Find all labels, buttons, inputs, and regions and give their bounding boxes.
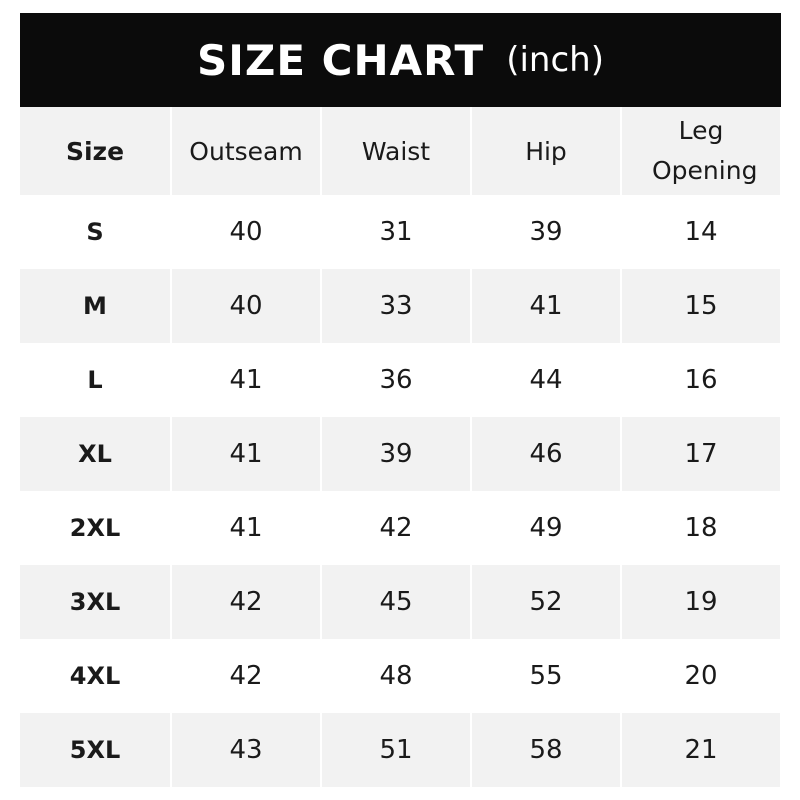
measurement-cell: 41 xyxy=(172,417,320,491)
size-label: XL xyxy=(20,417,170,491)
size-label: 4XL xyxy=(69,662,121,690)
size-label: 5XL xyxy=(20,713,170,787)
column-header: Waist xyxy=(322,107,470,195)
measurement-cell: 58 xyxy=(472,713,620,787)
measurement-cell: 43 xyxy=(172,713,320,787)
measurement-cell: 16 xyxy=(684,365,718,395)
measurement-cell: 42 xyxy=(229,661,263,691)
column-header: Hip xyxy=(472,107,620,195)
table-row: XL 41 39 46 17 xyxy=(20,417,780,491)
size-label: 2XL xyxy=(69,514,121,542)
column-header: Outseam xyxy=(172,107,320,195)
table-row: 4XL 42 48 55 20 xyxy=(20,639,780,713)
table-row: L 41 36 44 16 xyxy=(20,343,780,417)
table-row: M 40 33 41 15 xyxy=(20,269,780,343)
measurement-cell: 46 xyxy=(472,417,620,491)
measurement-cell: 21 xyxy=(622,713,780,787)
measurement-cell: 17 xyxy=(622,417,780,491)
table-row: 2XL 41 42 49 18 xyxy=(20,491,780,565)
measurement-cell: 39 xyxy=(322,417,470,491)
chart-unit: (inch) xyxy=(506,40,604,80)
table-row: 3XL 42 45 52 19 xyxy=(20,565,780,639)
size-table: Size Outseam Waist Hip Leg Opening S 40 31 39 14 M… xyxy=(18,107,782,787)
measurement-cell: 52 xyxy=(472,565,620,639)
measurement-cell: 33 xyxy=(322,269,470,343)
size-label: S xyxy=(86,218,104,246)
measurement-cell: 39 xyxy=(529,217,563,247)
measurement-cell: 44 xyxy=(529,365,563,395)
size-label: L xyxy=(87,366,103,394)
measurement-cell: 41 xyxy=(229,365,263,395)
measurement-cell: 49 xyxy=(529,513,563,543)
size-label: 3XL xyxy=(20,565,170,639)
measurement-cell: 41 xyxy=(472,269,620,343)
measurement-cell: 40 xyxy=(172,269,320,343)
measurement-cell: 42 xyxy=(379,513,413,543)
measurement-cell: 36 xyxy=(379,365,413,395)
measurement-cell: 51 xyxy=(322,713,470,787)
header-row: Size Outseam Waist Hip Leg Opening xyxy=(20,107,780,195)
measurement-cell: 45 xyxy=(322,565,470,639)
measurement-cell: 14 xyxy=(684,217,718,247)
measurement-cell: 19 xyxy=(622,565,780,639)
measurement-cell: 55 xyxy=(529,661,563,691)
measurement-cell: 48 xyxy=(379,661,413,691)
table-row: 5XL 43 51 58 21 xyxy=(20,713,780,787)
column-header: Size xyxy=(20,107,170,195)
measurement-cell: 40 xyxy=(229,217,263,247)
table-row: S 40 31 39 14 xyxy=(20,195,780,269)
measurement-cell: 18 xyxy=(684,513,718,543)
measurement-cell: 42 xyxy=(172,565,320,639)
title-bar: SIZE CHART (inch) xyxy=(20,13,781,107)
column-header: Leg Opening xyxy=(622,107,780,195)
measurement-cell: 41 xyxy=(229,513,263,543)
measurement-cell: 31 xyxy=(379,217,413,247)
measurement-cell: 15 xyxy=(622,269,780,343)
size-label: M xyxy=(20,269,170,343)
measurement-cell: 20 xyxy=(684,661,718,691)
chart-title: SIZE CHART xyxy=(196,35,485,85)
